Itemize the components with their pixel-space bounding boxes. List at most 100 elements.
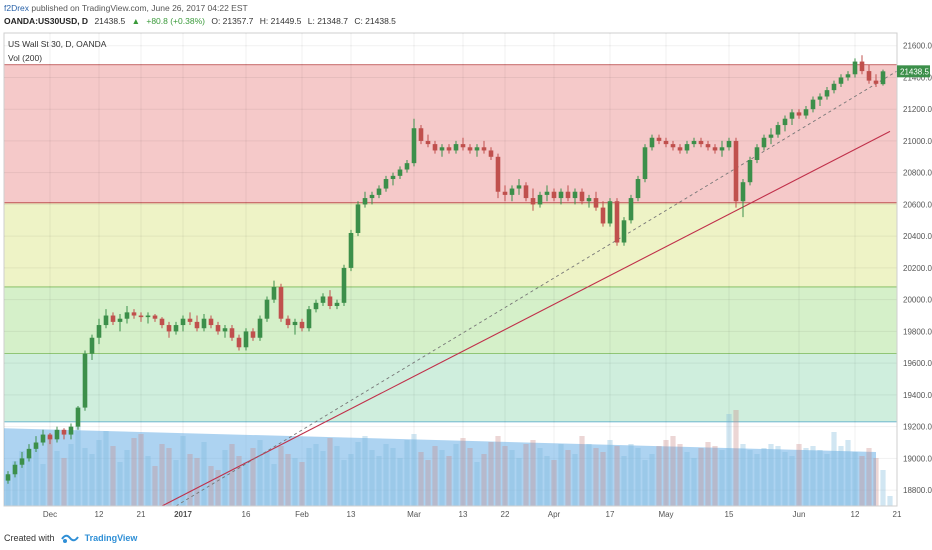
candle-body <box>845 74 851 78</box>
volume-bar <box>593 448 599 506</box>
volume-bar <box>740 444 746 506</box>
volume-bar <box>61 458 67 506</box>
volume-bar <box>614 446 620 506</box>
author-link[interactable]: f2Drex <box>4 3 30 13</box>
volume-bar <box>712 446 718 506</box>
volume-bar <box>586 444 592 506</box>
candle-body <box>117 318 123 322</box>
volume-bar <box>369 450 375 506</box>
price-chart[interactable]: 21600.0 21400.0 21200.0 21000.0 20800.0 20600… <box>0 28 932 550</box>
candle-body <box>775 125 781 135</box>
candle-body <box>460 144 466 148</box>
volume-bar <box>5 476 11 506</box>
volume-bar <box>509 450 515 506</box>
volume-bar <box>537 448 543 506</box>
volume-bar <box>250 448 256 506</box>
candle-body <box>264 299 270 319</box>
volume-bar <box>726 414 732 506</box>
y-tick-label: 20400.0 <box>903 232 932 241</box>
price-value: 21438.5 <box>94 16 126 26</box>
candle-body <box>166 325 172 332</box>
candle-body <box>649 137 655 148</box>
volume-bar <box>180 436 186 506</box>
y-tick-label: 21200.0 <box>903 105 932 114</box>
chart-title: US Wall St 30, D, OANDA <box>8 39 107 49</box>
low-value: L: 21348.7 <box>307 16 348 26</box>
volume-bar <box>327 438 333 506</box>
candle-body <box>341 267 347 303</box>
volume-bar <box>747 450 753 506</box>
symbol-label[interactable]: OANDA:US30USD, D <box>4 16 89 26</box>
volume-bar <box>880 470 886 506</box>
y-tick-label: 19000.0 <box>903 454 932 463</box>
candle-body <box>558 191 564 199</box>
candle-body <box>278 286 284 319</box>
candle-body <box>131 312 137 316</box>
volume-indicator-label[interactable]: Vol (200) <box>8 53 42 63</box>
volume-bar <box>775 446 781 506</box>
volume-bar <box>523 444 529 506</box>
volume-bar <box>621 456 627 506</box>
candle-body <box>383 179 389 189</box>
candle-body <box>628 198 634 221</box>
volume-bar <box>75 426 81 506</box>
candle-body <box>54 429 60 440</box>
y-tick-label: 19600.0 <box>903 359 932 368</box>
volume-bar <box>789 456 795 506</box>
candle-body <box>810 99 816 110</box>
volume-bar <box>600 452 606 506</box>
candle-body <box>642 147 648 180</box>
volume-bar <box>474 462 480 506</box>
volume-bar <box>215 470 221 506</box>
tradingview-logo-icon <box>61 534 79 544</box>
candle-body <box>817 96 823 100</box>
candle-body <box>138 315 144 318</box>
x-tick-label: 17 <box>606 510 615 519</box>
volume-bar <box>460 438 466 506</box>
candle-body <box>159 318 165 326</box>
volume-bar <box>285 454 291 506</box>
candle-body <box>677 147 683 151</box>
candle-body <box>103 315 109 326</box>
volume-bar <box>558 444 564 506</box>
volume-bar <box>138 434 144 506</box>
candle-body <box>782 118 788 126</box>
y-tick-label: 20800.0 <box>903 169 932 178</box>
candle-body <box>26 448 32 459</box>
candle-body <box>600 207 606 224</box>
volume-bar <box>761 448 767 506</box>
volume-bar <box>838 446 844 506</box>
x-tick-label: 12 <box>851 510 860 519</box>
volume-bar <box>397 458 403 506</box>
candle-body <box>453 144 459 151</box>
y-tick-label: 21600.0 <box>903 42 932 51</box>
volume-bar <box>348 454 354 506</box>
candle-body <box>593 198 599 208</box>
candle-body <box>670 144 676 148</box>
candle-body <box>859 61 865 72</box>
tradingview-brand[interactable]: TradingView <box>84 533 138 543</box>
zone-green <box>4 286 897 354</box>
volume-bar <box>390 448 396 506</box>
publish-info: f2Drex published on TradingView.com, Jun… <box>4 2 248 15</box>
volume-bar <box>278 446 284 506</box>
candle-body <box>19 458 25 465</box>
candle-body <box>579 191 585 202</box>
candle-body <box>803 109 809 116</box>
x-tick-label: May <box>658 510 673 519</box>
candle-body <box>348 232 354 268</box>
volume-bar <box>152 466 158 506</box>
volume-bar <box>670 436 676 506</box>
candle-body <box>838 77 844 84</box>
volume-bar <box>453 444 459 506</box>
candle-body <box>33 442 39 449</box>
candle-body <box>530 198 536 205</box>
candle-body <box>320 296 326 303</box>
y-tick-label: 19200.0 <box>903 423 932 432</box>
candle-body <box>509 188 515 195</box>
candle-body <box>439 147 445 151</box>
volume-bar <box>572 454 578 506</box>
footer: Created with TradingView <box>4 530 137 546</box>
candle-body <box>880 71 886 85</box>
candle-body <box>208 318 214 326</box>
